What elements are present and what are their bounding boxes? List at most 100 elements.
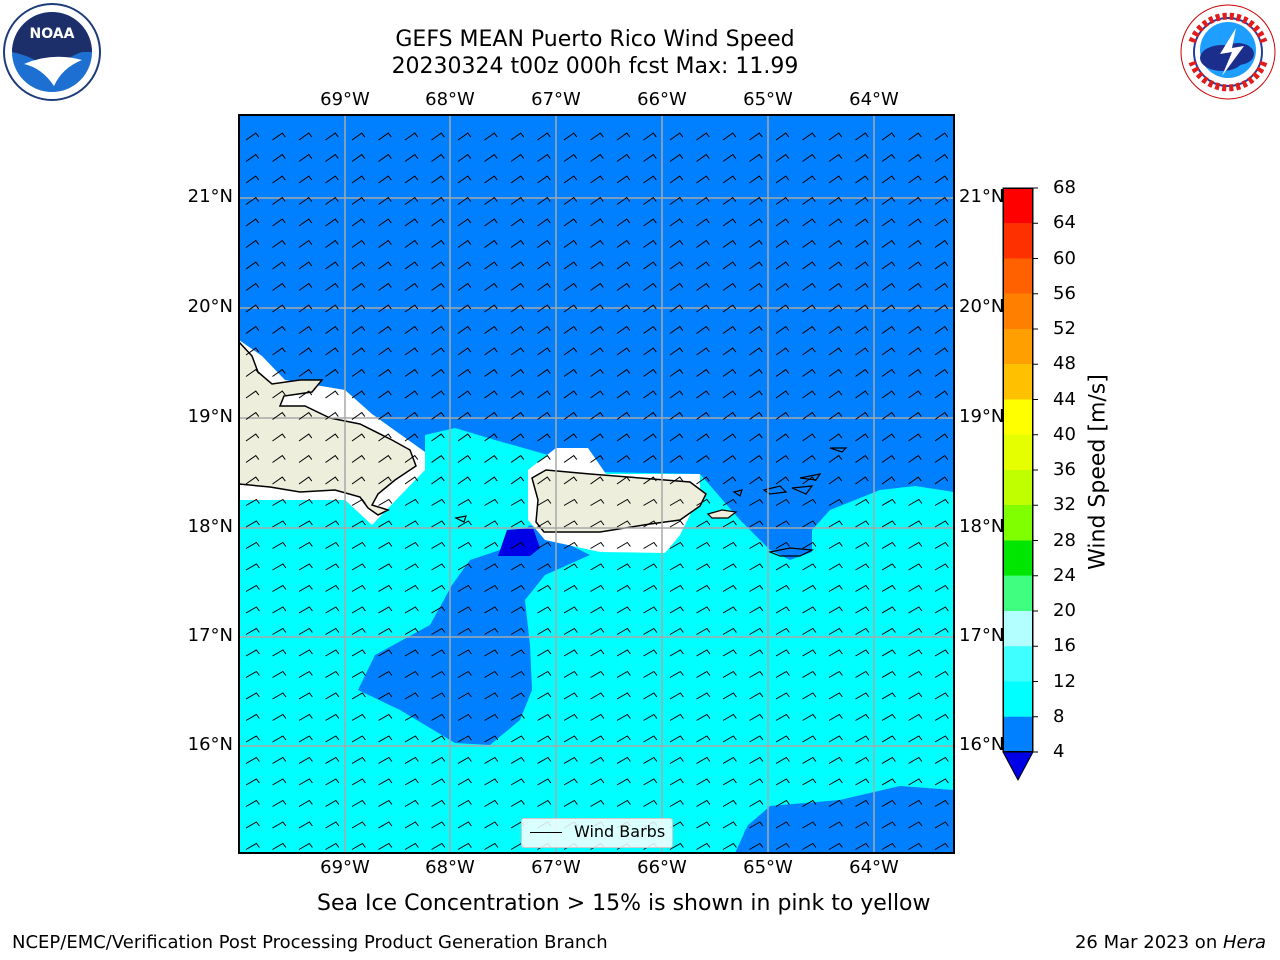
wind-barb: [828, 454, 843, 463]
wind-barb: [855, 842, 870, 850]
wind-barb: [802, 799, 817, 807]
wind-barb: [908, 175, 922, 184]
wind-barb: [351, 261, 366, 270]
wind-barb: [272, 627, 287, 635]
wind-barb: [245, 368, 260, 377]
wind-barb: [298, 239, 313, 248]
wind-barb: [749, 196, 763, 205]
wind-barb: [669, 304, 684, 313]
wind-barb: [245, 606, 260, 614]
wind-barb: [537, 282, 551, 291]
wind-barb: [775, 433, 790, 442]
wind-barb: [881, 756, 896, 764]
wind-barb: [510, 454, 525, 463]
wind-barb: [537, 454, 551, 463]
chart-title: GEFS MEAN Puerto Rico Wind Speed: [395, 27, 795, 52]
wind-barb: [298, 799, 313, 807]
wind-barb: [696, 799, 711, 807]
wind-barb: [908, 778, 923, 786]
wind-barb: [431, 541, 446, 549]
wind-barb: [934, 368, 949, 377]
wind-barb: [457, 649, 472, 657]
wind-barb: [616, 261, 631, 270]
wind-barb: [431, 347, 445, 356]
wind-barb: [775, 261, 790, 270]
wind-barb: [298, 756, 313, 764]
wind-barb: [855, 368, 869, 377]
chart-subtitle: 20230324 t00z 000h fcst Max: 11.99: [391, 54, 799, 79]
wind-barb: [510, 347, 525, 356]
wind-barb: [431, 454, 445, 463]
wind-barb: [404, 411, 419, 420]
wind-barb: [616, 153, 631, 162]
wind-barb: [298, 842, 313, 850]
wind-barb: [828, 196, 843, 205]
wind-barb: [510, 541, 525, 549]
wind-barb: [934, 132, 949, 141]
wind-barb: [563, 778, 578, 786]
wind-barb: [484, 196, 498, 205]
wind-barb: [643, 713, 658, 721]
wind-barb: [325, 713, 340, 721]
wind-barb: [431, 368, 445, 377]
wind-barb: [881, 520, 896, 528]
wind-barb: [563, 799, 578, 807]
wind-barb: [484, 756, 499, 764]
wind-barb: [775, 692, 790, 700]
wind-barb: [272, 433, 286, 442]
wind-barb: [669, 476, 684, 485]
wind-barb: [881, 799, 896, 807]
wind-barb: [325, 476, 339, 485]
wind-barb: [669, 735, 684, 743]
wind-barb: [802, 541, 817, 549]
wind-barb: [484, 153, 498, 162]
lon-tick-bottom: 66°W: [637, 857, 687, 878]
wind-barb: [828, 670, 843, 678]
wind-barb: [457, 498, 472, 506]
wind-barb: [537, 390, 551, 399]
wind-barb: [378, 821, 393, 829]
wind-barb: [881, 390, 896, 399]
wind-barb: [537, 261, 551, 270]
wind-barb: [431, 584, 446, 592]
wind-barb: [245, 735, 260, 743]
wind-barb: [510, 799, 525, 807]
wind-barb: [351, 584, 366, 592]
wind-barb: [351, 520, 366, 528]
wind-barb: [431, 390, 445, 399]
wind-barb: [616, 670, 631, 678]
wind-barb: [457, 756, 472, 764]
wind-barb: [855, 520, 870, 528]
wind-barb: [272, 454, 286, 463]
wind-barb: [669, 541, 684, 549]
wind-barb: [325, 778, 340, 786]
wind-barb: [775, 541, 790, 549]
wind-barb: [537, 175, 551, 184]
wind-barb: [590, 304, 604, 313]
wind-barb: [908, 563, 923, 571]
legend-label: Wind Barbs: [574, 822, 666, 841]
wind-barb: [484, 476, 498, 485]
wind-barb: [457, 132, 472, 141]
wind-barb: [298, 735, 313, 743]
wind-barb: [378, 304, 392, 313]
wind-barb: [802, 433, 816, 442]
colorbar-tick-label: 44: [1053, 388, 1076, 410]
wind-barb: [828, 368, 843, 377]
colorbar-tick-label: 52: [1053, 318, 1076, 339]
wind-barb: [272, 239, 286, 248]
wind-barb: [590, 218, 604, 227]
wind-barb: [775, 325, 790, 334]
wind-barb: [616, 196, 631, 205]
wind-barb: [272, 606, 287, 614]
wind-barb: [431, 520, 446, 528]
wind-barb: [484, 282, 498, 291]
wind-barb: [325, 520, 340, 528]
wind-barb: [298, 584, 313, 592]
wind-barb: [431, 735, 446, 743]
wind-barb: [855, 153, 869, 162]
wind-barb: [325, 821, 340, 829]
wind-barb: [484, 541, 499, 549]
wind-barb: [775, 347, 790, 356]
wind-barb: [828, 132, 843, 141]
